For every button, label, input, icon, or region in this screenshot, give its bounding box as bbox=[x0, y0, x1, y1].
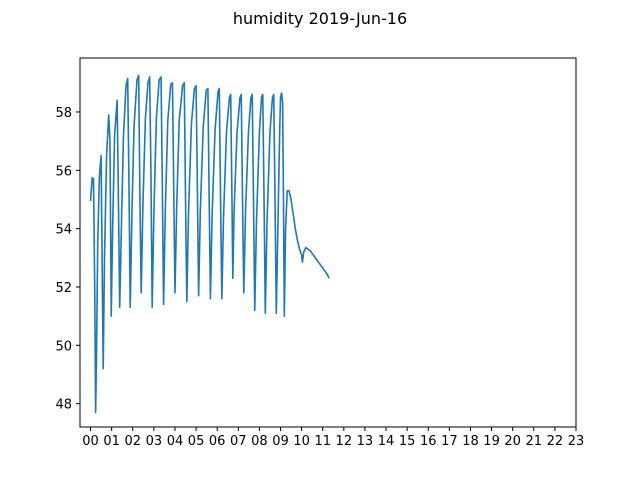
plot-frame bbox=[79, 57, 577, 428]
x-tick-label: 00 bbox=[82, 434, 99, 449]
x-tick-label: 08 bbox=[251, 434, 268, 449]
x-tick-label: 07 bbox=[230, 434, 247, 449]
x-tick-label: 05 bbox=[188, 434, 205, 449]
x-tick-label: 03 bbox=[146, 434, 163, 449]
x-tick-label: 06 bbox=[209, 434, 226, 449]
x-tick-label: 11 bbox=[314, 434, 331, 449]
x-tick-label: 19 bbox=[483, 434, 500, 449]
x-tick-label: 20 bbox=[504, 434, 521, 449]
x-tick-label: 18 bbox=[462, 434, 479, 449]
y-tick-label: 54 bbox=[55, 223, 72, 238]
x-tick-label: 12 bbox=[336, 434, 353, 449]
series-layer bbox=[89, 74, 330, 414]
x-tick-label: 02 bbox=[124, 434, 141, 449]
x-tick-label: 15 bbox=[399, 434, 416, 449]
x-tick-label: 17 bbox=[441, 434, 458, 449]
y-tick-label: 48 bbox=[55, 398, 72, 413]
y-tick-label: 50 bbox=[55, 339, 72, 354]
y-tick-label: 56 bbox=[55, 164, 72, 179]
y-tick-label: 58 bbox=[55, 106, 72, 121]
x-tick-label: 14 bbox=[378, 434, 395, 449]
x-tick-label: 22 bbox=[547, 434, 564, 449]
x-tick-label: 21 bbox=[526, 434, 543, 449]
axis-layer: 00 01 02 03 04 05 06 07 08 09 10 11 12 13 14 15 16 17 18 19… bbox=[55, 106, 584, 449]
x-tick-label: 16 bbox=[420, 434, 437, 449]
x-tick-label: 09 bbox=[272, 434, 289, 449]
x-tick-label: 13 bbox=[357, 434, 374, 449]
series-line-0 bbox=[89, 74, 330, 414]
x-tick-label: 23 bbox=[568, 434, 585, 449]
x-tick-label: 10 bbox=[293, 434, 310, 449]
y-tick-label: 52 bbox=[55, 281, 72, 296]
x-tick-label: 04 bbox=[167, 434, 184, 449]
x-tick-label: 01 bbox=[103, 434, 120, 449]
chart-title: humidity 2019-Jun-16 bbox=[233, 9, 407, 28]
plot-area bbox=[80, 58, 576, 427]
